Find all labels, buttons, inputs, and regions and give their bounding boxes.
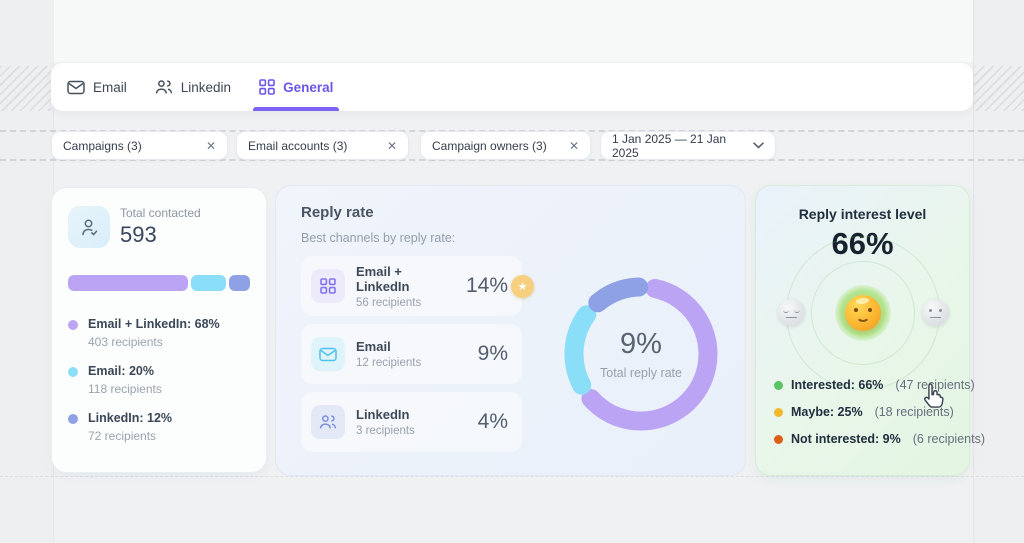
channel-row-email[interactable]: Email 12 recipients 9% [301, 324, 522, 384]
legend-sublabel: 118 recipients [88, 382, 162, 396]
channel-recipients: 12 recipients [356, 357, 422, 369]
decorative-ring-inner [811, 261, 915, 365]
total-reply-rate-label: Total reply rate [600, 366, 682, 380]
channel-name: Email + LinkedIn [356, 263, 410, 294]
tab-email[interactable]: Email [67, 63, 127, 111]
legend-dot [774, 380, 783, 390]
channel-name: LinkedIn [356, 407, 410, 422]
happy-face-icon [845, 295, 881, 331]
reply-interest-card: Reply interest level 66% Interested: 66%… [755, 185, 985, 476]
date-range-select[interactable]: 1 Jan 2025 — 21 Jan 2025 [600, 131, 776, 160]
contacted-stacked-bar [68, 275, 251, 291]
channel-name: Email [356, 339, 391, 354]
hatch-band-left [0, 66, 51, 111]
legend-label: Email: 20% [88, 364, 155, 378]
interest-legend-maybe: Maybe: 25% (18 recipients) [774, 405, 985, 419]
email-icon [311, 337, 345, 371]
legend-dot [68, 367, 78, 377]
close-icon[interactable]: ✕ [568, 138, 579, 153]
filter-chip-campaign-owners[interactable]: Campaign owners (3) ✕ [420, 131, 591, 160]
chevron-down-icon [753, 142, 764, 149]
legend-item-email: Email: 20% 118 recipients [68, 364, 250, 396]
channel-recipients: 56 recipients [356, 296, 422, 309]
reply-rate-card: Reply rate Best channels by reply rate: … [275, 185, 746, 476]
neutral-face-icon [922, 299, 949, 326]
interest-legend-interested: Interested: 66% (47 recipients) [774, 378, 985, 392]
chip-label: Campaign owners (3) [432, 138, 547, 153]
legend-label: Email + LinkedIn: 68% [88, 317, 220, 331]
person-check-icon [68, 206, 110, 248]
email-icon [67, 80, 85, 95]
tab-label: Linkedin [180, 79, 232, 95]
right-margin [973, 0, 1024, 543]
best-channel-star-icon: ★ [511, 275, 534, 298]
legend-dot [68, 414, 78, 424]
legend-label: LinkedIn: 12% [88, 411, 173, 425]
mouse-cursor-icon [920, 382, 947, 417]
total-contacted-card: Total contacted 593 Email + LinkedIn: 68… [51, 187, 267, 473]
tab-label: Email [93, 79, 127, 95]
left-margin [0, 0, 53, 543]
grid-icon [311, 269, 345, 303]
top-strip [0, 0, 1024, 62]
legend-label: Interested: 66% [791, 378, 884, 392]
legend-item-email-linkedin: Email + LinkedIn: 68% 403 recipients [68, 317, 250, 349]
close-icon[interactable]: ✕ [386, 138, 397, 153]
legend-detail: (47 recipients) [895, 378, 975, 392]
legend-sublabel: 403 recipients [88, 335, 163, 349]
interest-legend-not-interested: Not interested: 9% (6 recipients) [774, 432, 985, 446]
channel-rate: 4% [477, 410, 508, 433]
legend-dot [774, 407, 783, 417]
users-icon [311, 405, 345, 439]
filter-chip-campaigns[interactable]: Campaigns (3) ✕ [51, 131, 228, 160]
grid-icon [259, 79, 275, 95]
tab-label: General [283, 79, 334, 95]
filter-chip-email-accounts[interactable]: Email accounts (3) ✕ [236, 131, 409, 160]
guide-line-right [973, 0, 974, 543]
legend-dot [68, 320, 78, 330]
dashed-guide-bottom [0, 159, 1024, 161]
channel-tabbar: Email Linkedin General [51, 63, 973, 111]
reply-rate-donut-chart: 9% Total reply rate [556, 269, 726, 439]
reply-rate-subtitle: Best channels by reply rate: [301, 231, 456, 245]
reply-interest-title: Reply interest level [798, 206, 927, 222]
legend-label: Maybe: 25% [791, 405, 863, 419]
channel-rate: 9% [477, 342, 508, 365]
tab-linkedin[interactable]: Linkedin [155, 63, 231, 111]
total-contacted-label: Total contacted [120, 206, 201, 220]
legend-sublabel: 72 recipients [88, 429, 157, 443]
channel-rate: 14% [465, 274, 508, 297]
date-range-value: 1 Jan 2025 — 21 Jan 2025 [612, 131, 727, 160]
sad-face-icon [778, 299, 805, 326]
legend-dot [774, 434, 783, 444]
bar-segment-linkedin [228, 275, 251, 291]
legend-item-linkedin: LinkedIn: 12% 72 recipients [68, 411, 250, 443]
dashed-guide-cards-bottom [0, 476, 1024, 477]
bar-segment-email-linkedin [68, 275, 188, 291]
legend-detail: (18 recipients) [874, 405, 954, 419]
chip-label: Campaigns (3) [63, 138, 142, 153]
tab-general[interactable]: General [253, 63, 340, 111]
bar-segment-email [190, 275, 226, 291]
total-reply-rate-value: 9% [620, 328, 662, 360]
hatch-band-right [974, 66, 1024, 111]
channel-row-email-linkedin[interactable]: Email + LinkedIn 56 recipients 14% ★ [301, 256, 534, 316]
total-contacted-value: 593 [120, 222, 157, 247]
legend-label: Not interested: 9% [791, 432, 901, 446]
channel-row-linkedin[interactable]: LinkedIn 3 recipients 4% [301, 392, 522, 452]
users-icon [155, 79, 173, 95]
channel-recipients: 3 recipients [356, 425, 415, 437]
reply-rate-title: Reply rate [301, 204, 374, 221]
chip-label: Email accounts (3) [248, 138, 348, 153]
close-icon[interactable]: ✕ [205, 138, 216, 153]
active-tab-underline [253, 107, 340, 111]
legend-detail: (6 recipients) [912, 432, 985, 446]
